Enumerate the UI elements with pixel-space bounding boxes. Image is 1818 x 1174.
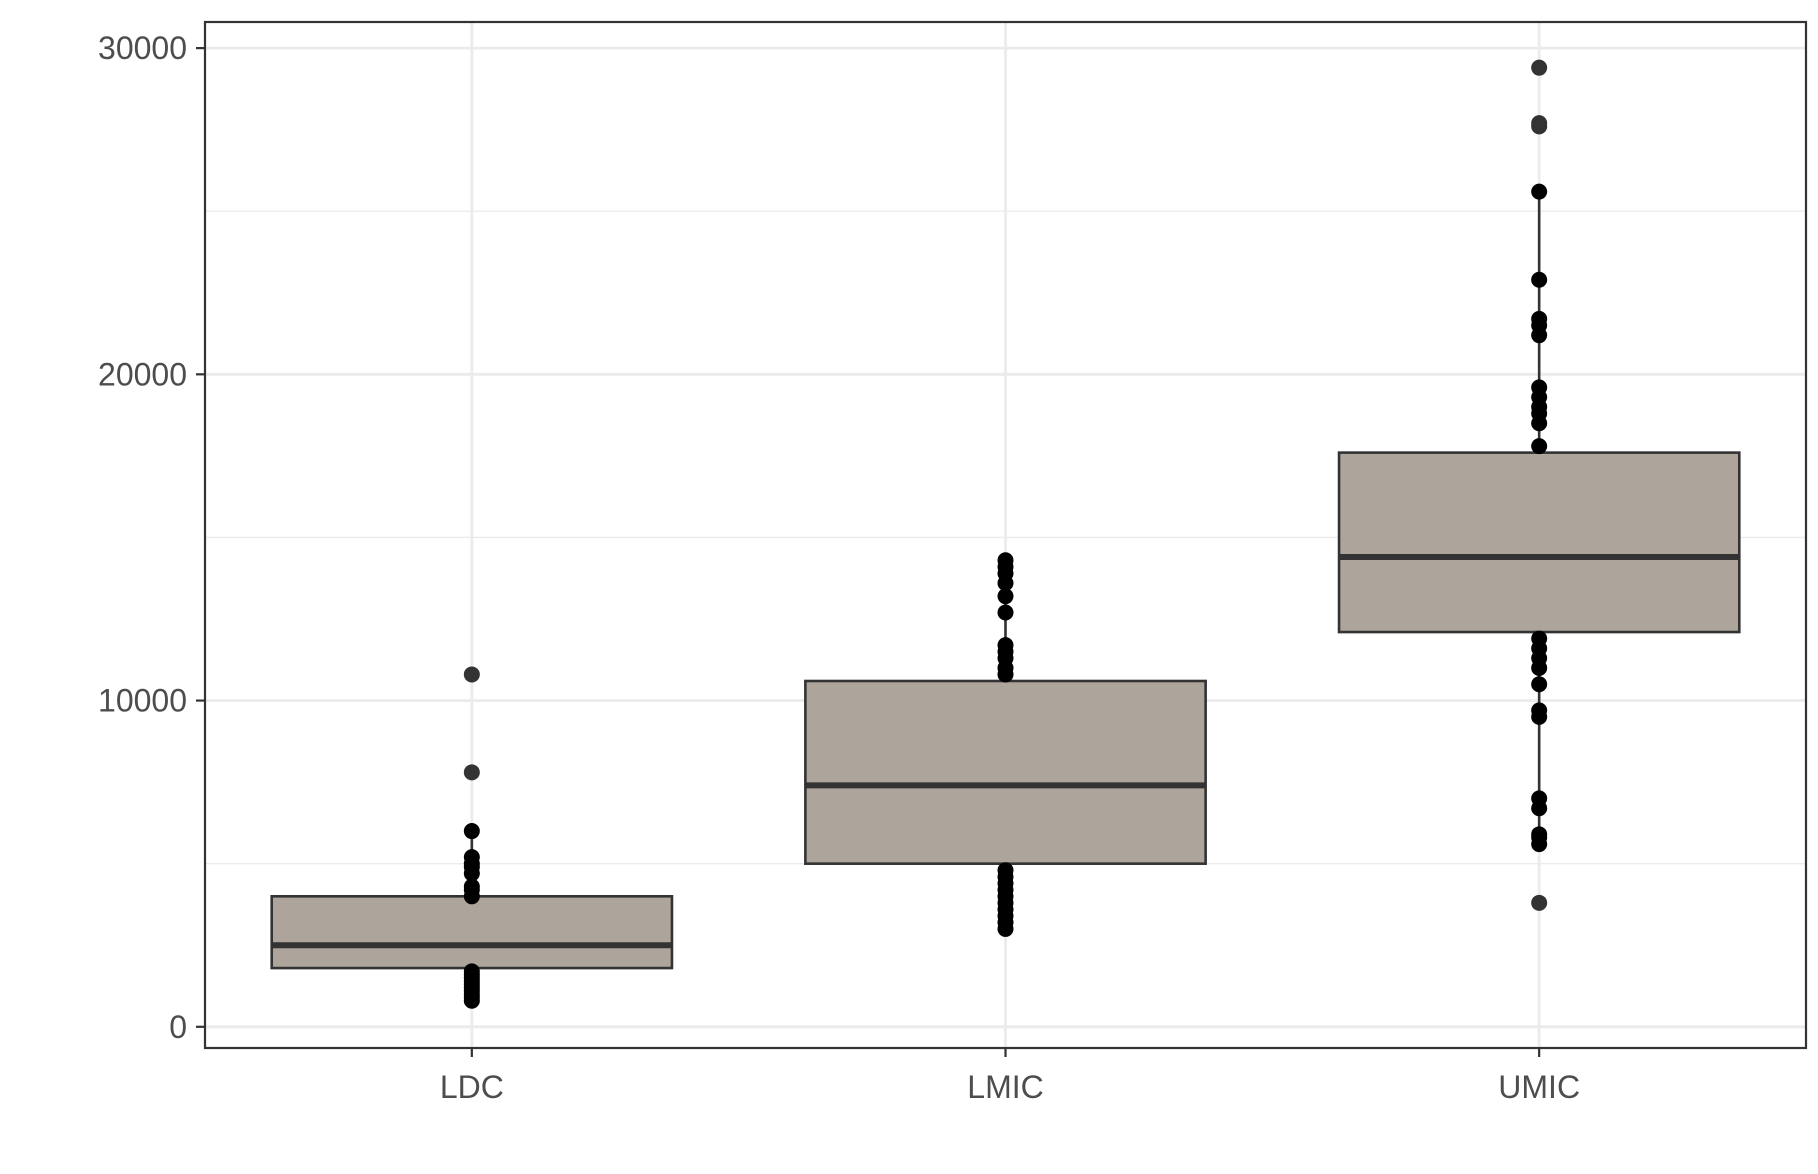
- data-point: [1531, 702, 1548, 719]
- boxes: [270, 191, 1741, 1001]
- data-point: [463, 823, 480, 840]
- data-point: [1531, 271, 1548, 288]
- y-tick-label: 30000: [98, 30, 187, 66]
- data-point: [1531, 183, 1548, 200]
- x-tick-label: LMIC: [967, 1069, 1043, 1105]
- data-point: [463, 878, 480, 895]
- box-iqr: [804, 679, 1207, 865]
- outlier-point: [1531, 894, 1548, 911]
- data-point: [463, 963, 480, 980]
- axes: 0 10000 20000 30000 LDC LMIC UMIC: [98, 30, 1580, 1105]
- data-point: [997, 637, 1014, 654]
- y-tick-label: 20000: [98, 356, 187, 392]
- x-tick-label: UMIC: [1498, 1069, 1580, 1105]
- data-point: [463, 849, 480, 866]
- y-tick-label: 0: [169, 1009, 187, 1045]
- box-iqr: [1337, 451, 1741, 634]
- data-point: [1531, 438, 1548, 455]
- data-point: [1531, 379, 1548, 396]
- outlier-point: [1531, 115, 1548, 132]
- data-point: [1531, 310, 1548, 327]
- outlier-point: [1531, 59, 1548, 76]
- y-tick-label: 10000: [98, 683, 187, 719]
- box-ldc: [270, 831, 674, 1001]
- data-point: [1531, 826, 1548, 843]
- data-point: [1531, 676, 1548, 693]
- data-point: [1531, 790, 1548, 807]
- outlier-point: [463, 666, 480, 683]
- outlier-point: [463, 764, 480, 781]
- x-tick-label: LDC: [440, 1069, 504, 1105]
- data-points: [463, 59, 1548, 1009]
- data-point: [997, 552, 1014, 569]
- data-point: [997, 862, 1014, 879]
- box-iqr: [270, 895, 674, 970]
- data-point: [997, 588, 1014, 605]
- data-point: [1531, 630, 1548, 647]
- data-point: [997, 604, 1014, 621]
